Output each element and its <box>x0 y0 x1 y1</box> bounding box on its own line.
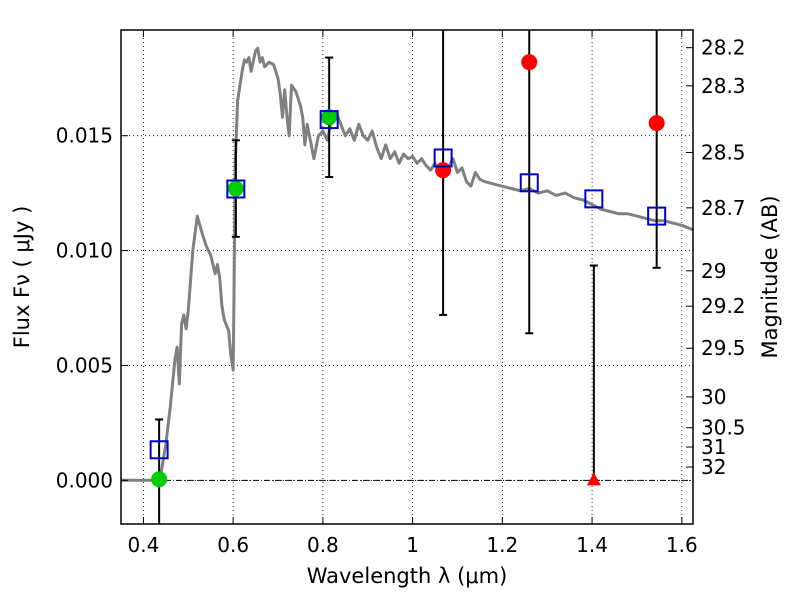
model-flux-square <box>226 179 246 199</box>
upper-limit-marker <box>586 472 601 486</box>
y2-tick-label: 28.7 <box>701 196 746 220</box>
model-flux-square <box>319 110 339 130</box>
model-flux-square <box>584 189 604 209</box>
y2-tick-label: 28.5 <box>701 140 746 164</box>
detected-flux-point <box>321 109 338 126</box>
x-tick-label: 1.4 <box>576 533 608 557</box>
nondetected-flux-point <box>648 115 665 132</box>
nondetected-flux-point <box>521 54 538 71</box>
y2-tick-label: 28.3 <box>701 74 746 98</box>
x-tick-label: 1 <box>406 533 419 557</box>
y2-tick-label: 30.5 <box>701 416 746 440</box>
model-flux-square <box>433 148 453 168</box>
y2-tick-label: 29 <box>701 259 726 283</box>
model-flux-square <box>519 173 539 193</box>
plot-background <box>121 30 693 524</box>
y2-tick-label: 32 <box>701 455 726 479</box>
y-tick-label: 0.000 <box>56 468 113 492</box>
nondetected-flux-point <box>435 162 452 179</box>
data-markers <box>149 54 667 488</box>
x-tick-label: 1.2 <box>486 533 518 557</box>
x-axis-label: Wavelength λ (μm) <box>307 564 508 588</box>
axis-ticks: 0.4 0.6 0.8 1 1.2 1.4 1.6 0.000 0.005 0.010 0.015 2… <box>56 30 746 557</box>
x-tick-label: 0.4 <box>128 533 160 557</box>
model-flux-square <box>149 440 169 460</box>
y2-axis-label: Magnitude (AB) <box>758 195 782 358</box>
y-tick-label: 0.005 <box>56 353 113 377</box>
y-tick-label: 0.010 <box>56 239 113 263</box>
model-flux-square <box>647 206 667 226</box>
y2-tick-label: 31 <box>701 435 726 459</box>
y-tick-label: 0.015 <box>56 124 113 148</box>
detected-flux-point <box>151 471 168 488</box>
y-axis-label: Flux Fν ( μJy ) <box>10 206 34 349</box>
detected-flux-point <box>227 180 244 197</box>
plot-frame <box>120 29 694 525</box>
y2-tick-label: 29.2 <box>701 294 746 318</box>
x-tick-label: 1.6 <box>666 533 698 557</box>
y2-tick-label: 28.2 <box>701 36 746 60</box>
x-tick-label: 0.8 <box>307 533 339 557</box>
y2-tick-label: 29.5 <box>701 336 746 360</box>
x-tick-label: 0.6 <box>217 533 249 557</box>
y2-tick-label: 30 <box>701 385 726 409</box>
